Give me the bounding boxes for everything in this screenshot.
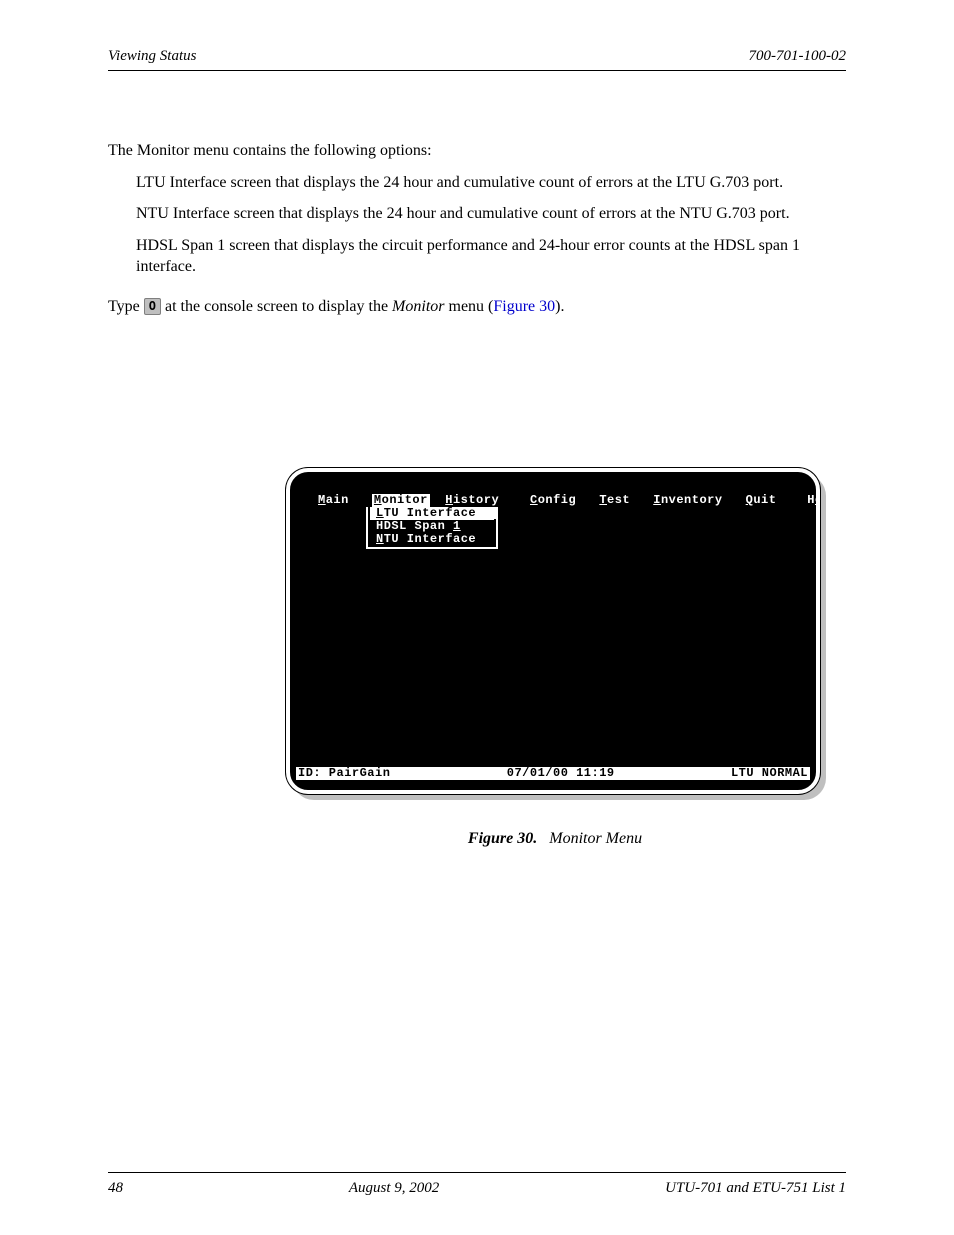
type-instruction: Type O at the console screen to display … xyxy=(108,296,846,318)
option-item: HDSL Span 1 screen that displays the cir… xyxy=(136,235,846,278)
type-prefix: Type xyxy=(108,298,144,315)
status-bar: ID: PairGain 07/01/00 11:19 LTU NORMAL xyxy=(296,767,810,780)
running-footer: 48 August 9, 2002 UTU-701 and ETU-751 Li… xyxy=(108,1180,846,1197)
option-item: NTU Interface screen that displays the 2… xyxy=(136,203,846,225)
doc-title: UTU-701 and ETU-751 List 1 xyxy=(665,1180,846,1197)
type-mid1: at the console screen to display the xyxy=(161,298,392,315)
body-text: The Monitor menu contains the following … xyxy=(108,140,846,328)
keycap-o: O xyxy=(144,298,161,315)
header-rule xyxy=(108,70,846,71)
terminal-frame: Main Monitor History Config Test Invento… xyxy=(286,468,824,798)
figure-title: Monitor Menu xyxy=(549,830,642,847)
menubar-item-main[interactable]: Main xyxy=(318,494,349,507)
figure-number: Figure 30. xyxy=(468,830,537,847)
status-datetime: 07/01/00 11:19 xyxy=(390,767,731,780)
status-id: ID: PairGain xyxy=(298,767,390,780)
text-cursor xyxy=(490,507,497,519)
header-left: Viewing Status xyxy=(108,48,196,65)
footer-date: August 9, 2002 xyxy=(349,1180,439,1197)
terminal-screen: Main Monitor History Config Test Invento… xyxy=(286,468,820,794)
menubar-item-help[interactable]: Help xyxy=(807,494,820,507)
monitor-dropdown: LTU Interface HDSL Span 1 NTU Interface xyxy=(366,507,498,549)
type-suffix: ). xyxy=(555,298,564,315)
option-item: LTU Interface screen that displays the 2… xyxy=(136,172,846,194)
menubar-item-test[interactable]: Test xyxy=(599,494,630,507)
menubar-item-config[interactable]: Config xyxy=(530,494,576,507)
figure-caption: Figure 30. Monitor Menu xyxy=(286,830,824,848)
type-menu-name: Monitor xyxy=(392,298,444,315)
option-list: LTU Interface screen that displays the 2… xyxy=(136,172,846,278)
running-header: Viewing Status 700-701-100-02 xyxy=(108,48,846,65)
figure-crossref[interactable]: Figure 30 xyxy=(493,298,555,315)
header-right: 700-701-100-02 xyxy=(749,48,847,65)
status-mode: LTU NORMAL xyxy=(731,767,808,780)
page-number: 48 xyxy=(108,1180,123,1197)
intro-text: The Monitor menu contains the following … xyxy=(108,140,846,162)
figure-30: Main Monitor History Config Test Invento… xyxy=(286,468,824,848)
dropdown-item-ntu-interface[interactable]: NTU Interface xyxy=(370,533,494,546)
type-mid2: menu ( xyxy=(445,298,494,315)
menubar-item-quit[interactable]: Quit xyxy=(746,494,777,507)
menubar-item-inventory[interactable]: Inventory xyxy=(653,494,722,507)
footer-rule xyxy=(108,1172,846,1173)
